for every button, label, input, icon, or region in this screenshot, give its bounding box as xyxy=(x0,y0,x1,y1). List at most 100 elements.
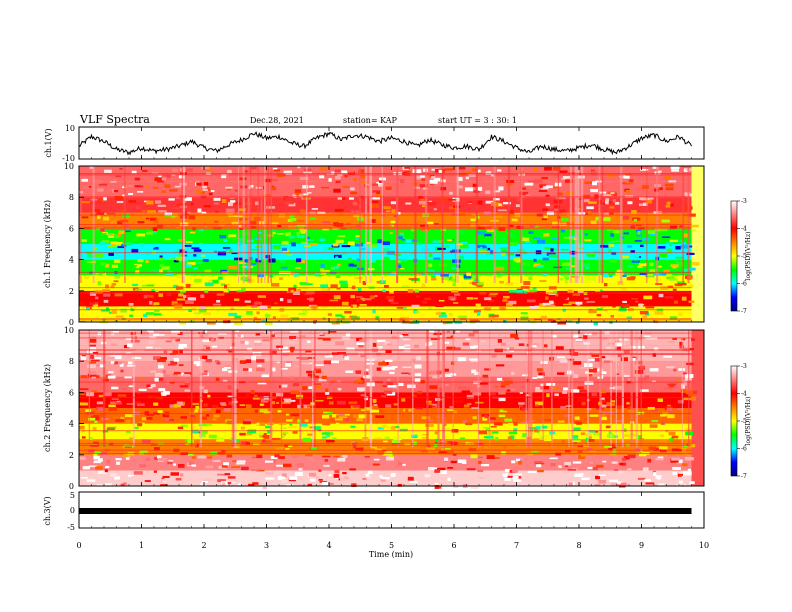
spectrogram-speckle xyxy=(663,387,673,390)
spectrogram-speckle xyxy=(369,183,375,186)
spectrogram-speckle xyxy=(159,255,163,258)
spectrogram-speckle xyxy=(254,409,258,413)
spectrogram-speckle xyxy=(382,241,391,246)
spectrogram-speckle xyxy=(291,416,295,419)
spectrogram-speckle xyxy=(185,300,194,305)
spectrogram-speckle xyxy=(364,317,369,319)
spectrogram-speckle xyxy=(415,295,420,298)
spectrogram-speckle xyxy=(414,186,420,189)
spectrogram-speckle xyxy=(478,477,484,479)
spectrogram-speckle xyxy=(245,315,250,319)
spectrogram-speckle xyxy=(170,360,178,365)
spectrogram-speckle xyxy=(373,458,380,461)
spectrogram-speckle xyxy=(435,181,440,186)
spectrogram-speckle xyxy=(368,261,376,263)
spectrogram-speckle xyxy=(639,196,646,201)
spectrogram-speckle xyxy=(174,185,181,188)
spectrogram-speckle xyxy=(164,238,171,241)
spectrogram-speckle xyxy=(593,485,600,488)
spectrogram-speckle xyxy=(132,356,142,359)
spectrogram-ytick-label: 2 xyxy=(69,451,74,460)
spectrogram-speckle xyxy=(102,289,110,293)
spectrogram-speckle xyxy=(572,461,582,464)
spectrogram-speckle xyxy=(605,200,609,205)
spectrogram-burst xyxy=(88,330,91,447)
spectrogram-speckle xyxy=(372,190,381,193)
spectrogram-speckle xyxy=(658,293,664,298)
spectrogram-speckle xyxy=(685,378,690,381)
spectrogram-speckle xyxy=(592,467,598,471)
spectrogram-speckle xyxy=(530,319,537,323)
spectrogram-speckle xyxy=(512,468,518,473)
spectrogram-speckle xyxy=(652,166,659,169)
spectrogram-speckle xyxy=(130,307,135,312)
spectrogram-speckle xyxy=(236,460,246,463)
spectrogram-speckle xyxy=(164,391,169,395)
spectrogram-speckle xyxy=(136,205,141,210)
spectrogram-speckle xyxy=(670,264,679,268)
spectrogram-speckle xyxy=(280,367,288,370)
spectrogram-speckle xyxy=(288,202,296,207)
spectrogram-speckle xyxy=(279,271,288,275)
spectrogram-speckle xyxy=(308,457,315,462)
spectrogram-speckle xyxy=(647,230,656,234)
spectrogram-speckle xyxy=(564,179,573,183)
spectrogram-speckle xyxy=(358,222,368,225)
time-tick-label: 7 xyxy=(514,541,519,550)
spectrogram-speckle xyxy=(519,392,523,394)
spectrogram-speckle xyxy=(264,425,271,429)
spectrogram-speckle xyxy=(688,213,696,217)
spectrogram-speckle xyxy=(451,249,461,253)
spectrogram-speckle xyxy=(89,377,98,382)
spectrogram-speckle xyxy=(309,478,316,482)
spectrogram-speckle xyxy=(642,185,649,189)
spectrogram-speckle xyxy=(550,248,554,252)
spectrogram-speckle xyxy=(115,175,122,178)
spectrogram-speckle xyxy=(222,368,228,372)
spectrogram-speckle xyxy=(267,430,271,434)
spectrogram-speckle xyxy=(370,204,379,208)
spectrogram-speckle xyxy=(595,464,604,468)
spectrogram-speckle xyxy=(92,246,98,251)
spectrogram-speckle xyxy=(159,264,165,267)
spectrogram-speckle xyxy=(244,300,251,303)
spectrogram-speckle xyxy=(677,399,684,404)
spectrogram-speckle xyxy=(89,371,97,375)
spectrogram-speckle xyxy=(690,283,694,286)
spectrogram-speckle xyxy=(485,253,495,256)
spectrogram-speckle xyxy=(493,314,499,318)
spectrogram-speckle xyxy=(158,362,163,366)
spectrogram-speckle xyxy=(491,354,497,358)
spectrogram-speckle xyxy=(317,429,322,431)
spectrogram-speckle xyxy=(400,233,405,237)
spectrogram-speckle xyxy=(662,236,671,239)
spectrogram-speckle xyxy=(682,471,692,476)
spectrogram-speckle xyxy=(111,386,119,390)
spectrogram-speckle xyxy=(160,357,167,360)
spectrogram-speckle xyxy=(157,180,164,183)
spectrogram-speckle xyxy=(676,408,682,411)
spectrogram-speckle xyxy=(328,401,334,405)
spectrogram-speckle xyxy=(157,410,163,413)
spectrogram-speckle xyxy=(584,381,594,385)
spectrogram-speckle xyxy=(113,280,119,283)
spectrogram-speckle xyxy=(543,344,548,348)
spectrogram-speckle xyxy=(117,246,125,249)
spectrogram-speckle xyxy=(576,354,586,357)
spectrogram-speckle xyxy=(203,423,212,426)
spectrogram-speckle xyxy=(545,296,549,300)
spectrogram-speckle xyxy=(608,446,616,451)
spectrogram-speckle xyxy=(311,208,319,210)
spectrogram-speckle xyxy=(251,456,259,459)
spectrogram-speckle xyxy=(583,279,591,284)
spectrogram-speckle xyxy=(203,403,208,407)
spectrogram-speckle xyxy=(131,170,137,174)
spectrogram-speckle xyxy=(271,367,276,372)
spectrogram-speckle xyxy=(270,222,279,225)
spectrogram-speckle xyxy=(437,440,445,443)
spectrogram-speckle xyxy=(570,265,575,268)
spectrogram-speckle xyxy=(669,316,678,320)
spectrogram-speckle xyxy=(154,177,163,182)
spectrogram-speckle xyxy=(191,425,196,429)
spectrogram-speckle xyxy=(445,450,454,455)
